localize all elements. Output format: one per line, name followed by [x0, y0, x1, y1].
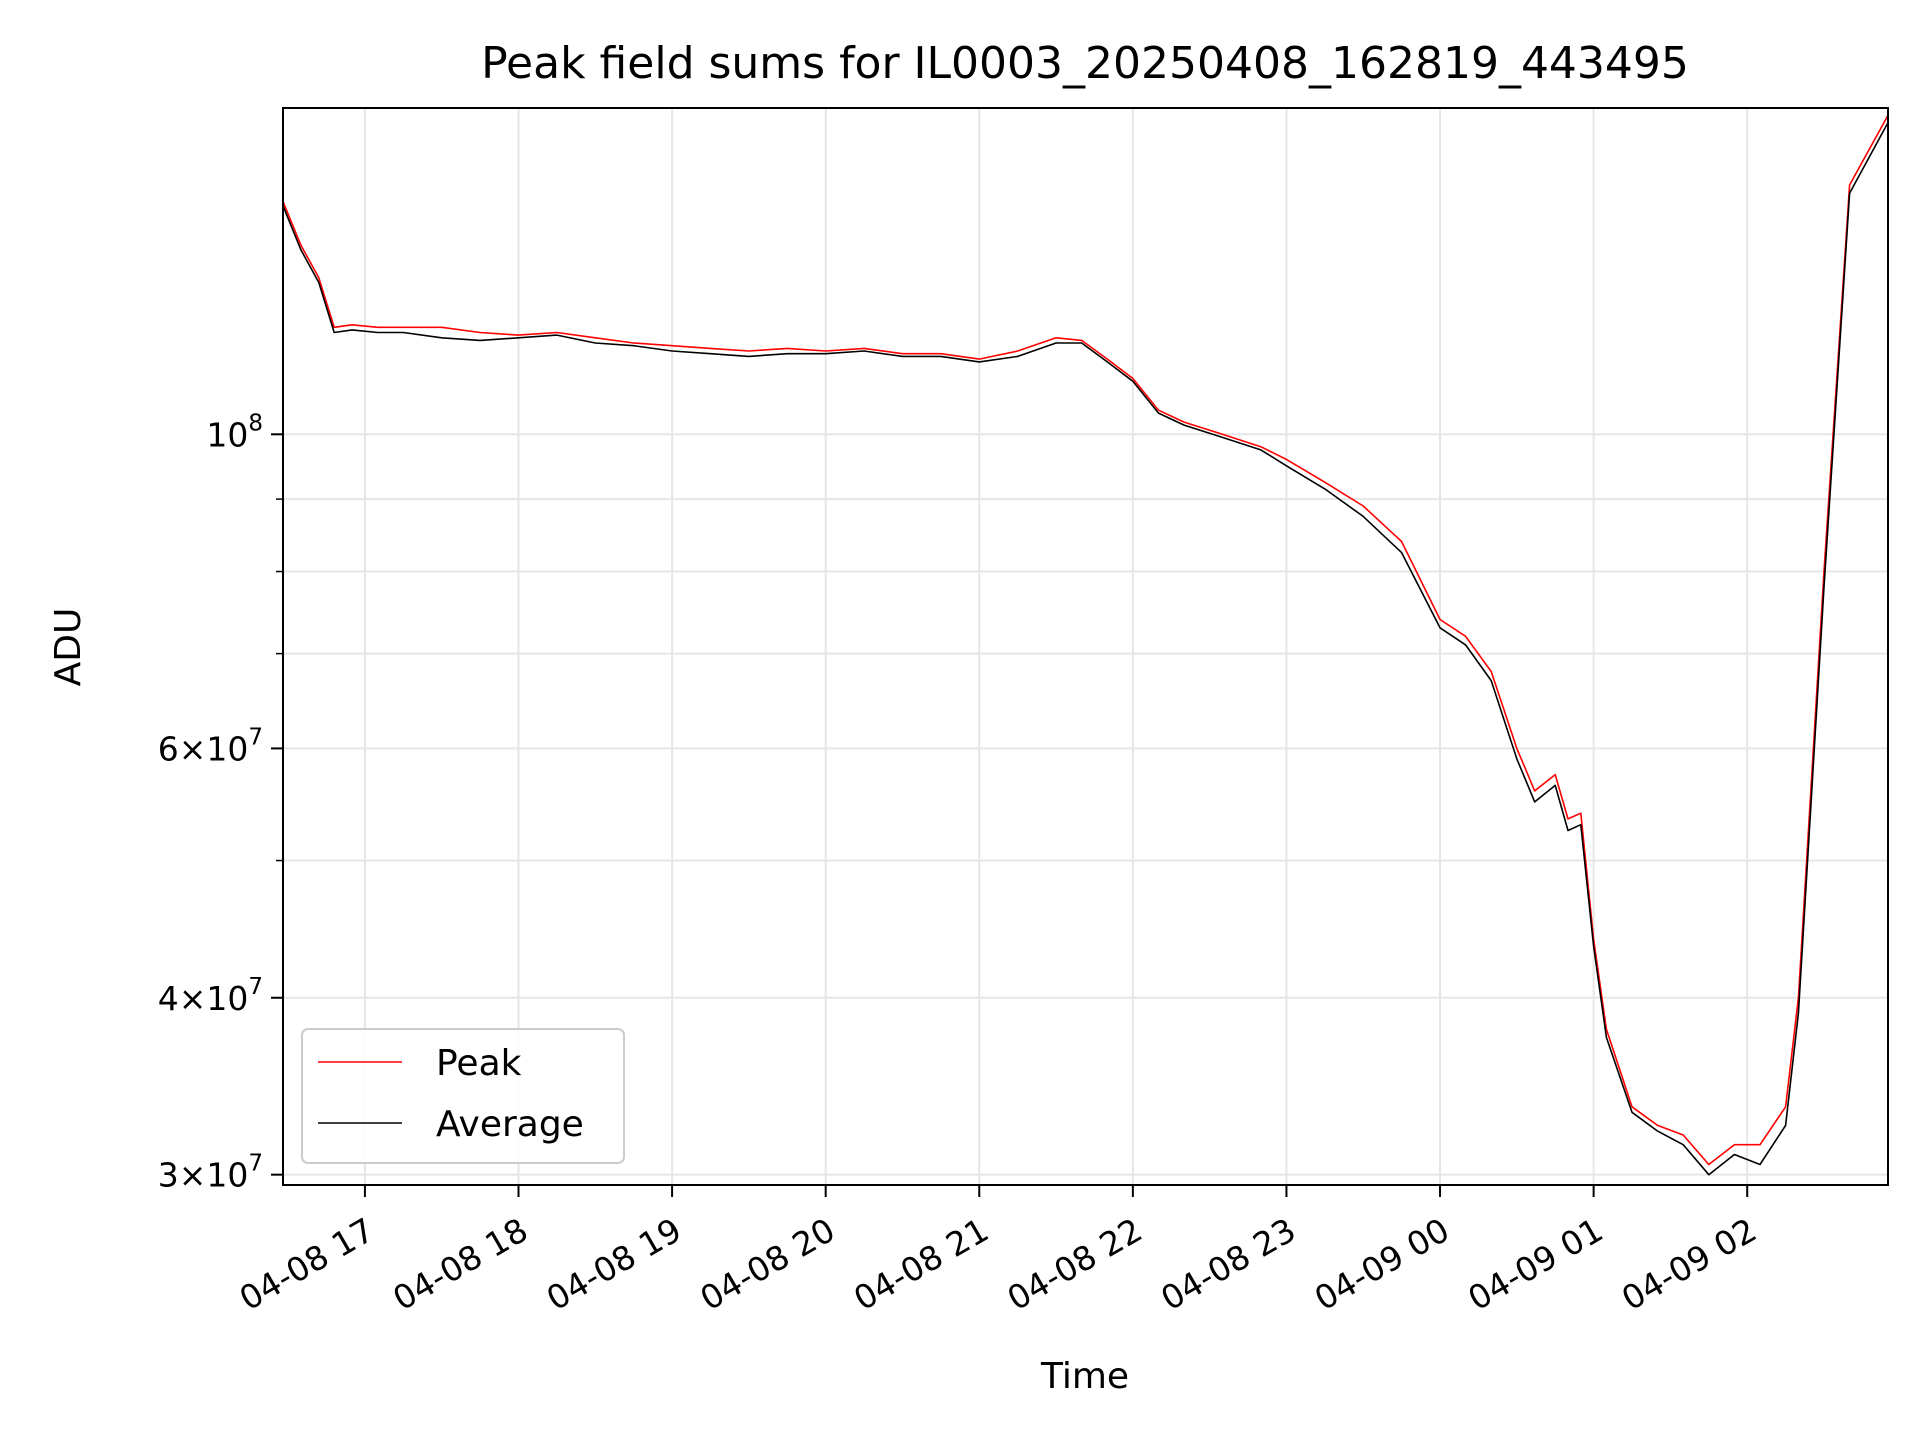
series-line-peak [282, 114, 1889, 1166]
chart-title: Peak field sums for IL0003_20250408_1628… [481, 38, 1689, 89]
y-tick-label: 108 [206, 410, 263, 454]
y-axis-label: ADU [48, 608, 89, 687]
plot-frame [282, 107, 1889, 1186]
y-axis: 3×107 4×107 6×107 108 [158, 410, 283, 1195]
grid [283, 108, 1888, 1185]
legend: Peak Average [301, 1028, 625, 1164]
y-tick-label: 3×107 [158, 1151, 263, 1195]
legend-label-peak: Peak [436, 1043, 522, 1084]
series-line-average [282, 122, 1889, 1176]
y-tick-label: 4×107 [158, 974, 263, 1018]
y-tick-label: 6×107 [158, 724, 263, 768]
x-axis-label: Time [1040, 1356, 1129, 1397]
series-lines [282, 114, 1889, 1176]
legend-label-average: Average [436, 1104, 584, 1145]
